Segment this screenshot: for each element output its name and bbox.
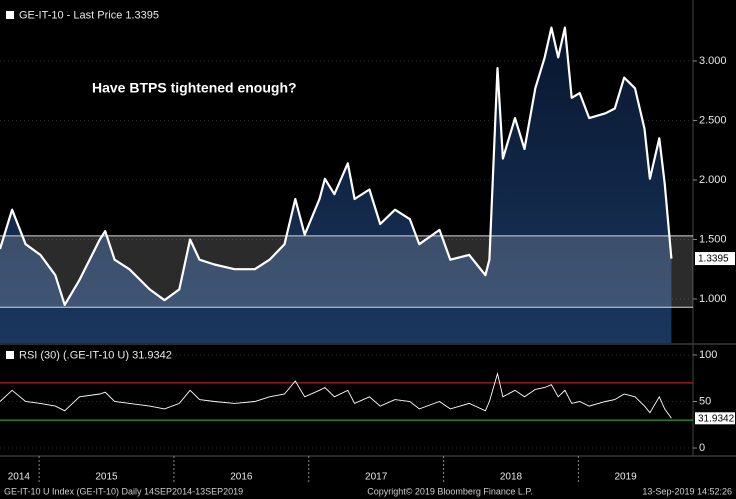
x-tick-label: 2015	[95, 472, 118, 483]
y-tick-label: 1.000	[699, 293, 727, 305]
last-value-box	[695, 412, 735, 425]
footer-right: 13-Sep-2019 14:52:26	[642, 486, 732, 496]
x-tick-label: 2016	[230, 472, 253, 483]
last-value-label: 1.3395	[698, 254, 729, 265]
legend-label: RSI (30) (.GE-IT-10 U) 31.9342	[19, 349, 172, 361]
last-value-label: 31.9342	[698, 413, 735, 424]
y-tick-label: 2.500	[699, 114, 727, 126]
x-tick-label: 2019	[614, 472, 637, 483]
y-tick-label: 100	[699, 349, 717, 361]
price-line	[0, 26, 673, 306]
legend-label: GE-IT-10 - Last Price 1.3395	[19, 9, 159, 21]
last-value-box	[695, 252, 735, 266]
legend-swatch	[6, 11, 14, 19]
y-tick-label: 0	[699, 442, 705, 454]
y-tick-label: 50	[699, 395, 711, 407]
legend-swatch	[6, 351, 14, 359]
area-fill	[0, 27, 672, 343]
x-tick-label: 2014	[8, 472, 31, 483]
y-tick-label: 1.500	[699, 233, 727, 245]
highlight-band	[0, 235, 693, 308]
y-tick-label: 3.000	[699, 55, 727, 67]
annotation: Have BTPS tightened enough?	[92, 80, 297, 96]
x-tick-label: 2017	[365, 472, 388, 483]
y-tick-label: 2.000	[699, 174, 727, 186]
rsi-line	[0, 371, 672, 419]
x-tick-label: 2018	[500, 472, 523, 483]
footer-center: Copyright© 2019 Bloomberg Finance L.P.	[367, 486, 533, 496]
footer-left: GE-IT-10 U Index (GE-IT-10) Daily 14SEP2…	[4, 486, 243, 496]
